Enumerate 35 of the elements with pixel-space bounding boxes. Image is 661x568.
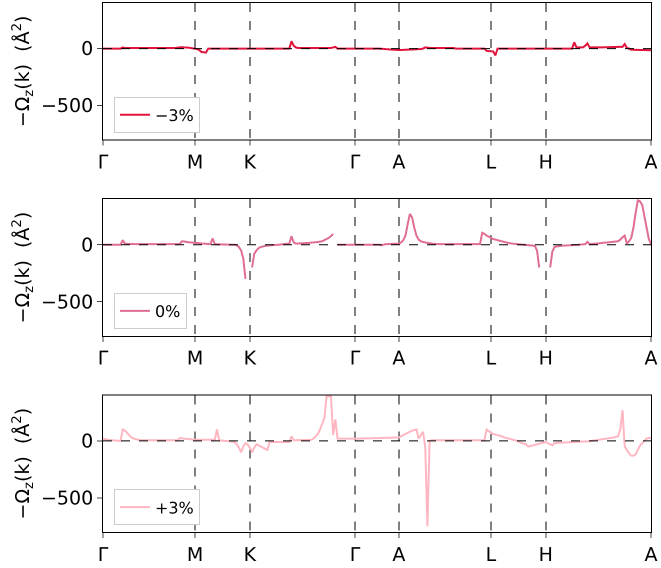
- x-tick-label: L: [486, 348, 497, 370]
- legend-label: −3%: [154, 106, 194, 126]
- x-tick-label: L: [486, 152, 497, 174]
- x-tick-label: A: [392, 348, 406, 370]
- legend-label: 0%: [154, 302, 180, 322]
- x-tick-label: Γ: [98, 348, 109, 370]
- y-tick-label: −500: [41, 95, 94, 118]
- x-tick-label: K: [244, 348, 257, 370]
- x-tick-label: A: [644, 348, 658, 370]
- x-tick-label: M: [186, 152, 204, 174]
- x-tick-label: Γ: [98, 544, 109, 566]
- y-tick-label: 0: [81, 234, 94, 256]
- x-tick-label: Γ: [350, 544, 361, 566]
- x-tick-label: A: [392, 544, 406, 566]
- x-tick-label: Γ: [98, 152, 109, 174]
- x-tick-label: L: [486, 544, 497, 566]
- line-series: [103, 40, 651, 56]
- x-tick-label: A: [644, 544, 658, 566]
- x-tick-label: M: [186, 348, 204, 370]
- x-tick-label: A: [392, 152, 406, 174]
- y-tick-label: 0: [81, 38, 94, 60]
- y-tick-label: 0: [81, 430, 94, 453]
- x-tick-label: H: [538, 348, 553, 370]
- x-tick-label: K: [244, 152, 257, 174]
- x-tick-label: A: [644, 152, 658, 174]
- y-tick-label: −500: [41, 291, 94, 314]
- x-tick-label: M: [186, 544, 204, 566]
- x-tick-label: K: [244, 544, 257, 566]
- x-tick-label: Γ: [350, 152, 361, 174]
- y-tick-label: −500: [41, 487, 94, 510]
- x-tick-label: H: [538, 544, 553, 566]
- x-tick-label: H: [538, 152, 553, 174]
- x-tick-label: Γ: [350, 348, 361, 370]
- legend-label: +3%: [154, 498, 194, 518]
- line-series: [103, 395, 651, 528]
